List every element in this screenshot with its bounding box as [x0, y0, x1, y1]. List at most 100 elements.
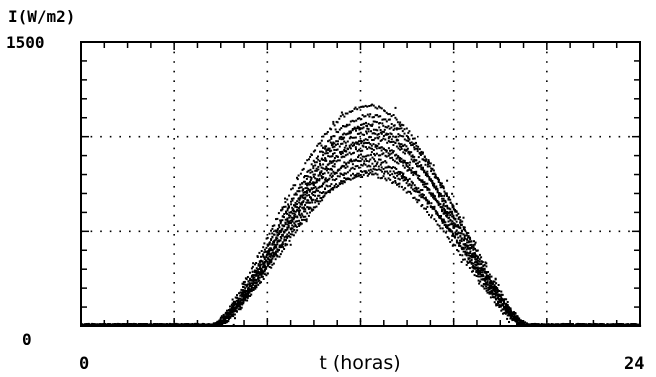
data-point [262, 262, 265, 265]
data-point [396, 183, 398, 186]
data-point [392, 158, 395, 161]
data-point [420, 151, 423, 154]
data-point [422, 151, 424, 154]
data-point [514, 320, 517, 323]
data-point [422, 183, 424, 186]
data-point [353, 168, 356, 170]
data-point [433, 206, 436, 209]
data-point [290, 188, 293, 191]
data-point [467, 247, 469, 250]
data-point [299, 183, 302, 186]
data-point [288, 239, 291, 242]
data-point [361, 123, 364, 126]
data-point [252, 262, 255, 265]
data-point [255, 279, 258, 282]
data-point [267, 264, 270, 267]
data-point [294, 231, 297, 234]
data-point [278, 224, 280, 227]
data-point [406, 162, 409, 164]
data-point [261, 269, 264, 272]
data-point [403, 166, 406, 169]
data-point [413, 148, 416, 151]
data-point [378, 168, 380, 171]
data-point [415, 144, 418, 147]
data-point [337, 159, 340, 162]
data-point [308, 190, 311, 193]
data-point [246, 283, 249, 286]
data-point [405, 163, 408, 166]
data-point [250, 293, 253, 296]
data-point [227, 318, 230, 321]
data-point [232, 313, 235, 316]
data-point [374, 132, 377, 135]
data-point [384, 154, 387, 157]
data-point [369, 165, 372, 168]
data-point [382, 161, 385, 164]
data-point [516, 319, 519, 322]
data-point [485, 262, 488, 265]
data-point [494, 277, 497, 280]
data-point [408, 177, 411, 180]
data-point [351, 128, 354, 130]
data-point [427, 163, 429, 166]
data-point [471, 270, 473, 273]
data-point [351, 163, 354, 166]
data-point [347, 161, 350, 164]
data-point [494, 294, 497, 297]
data-point [255, 274, 257, 277]
data-point [372, 116, 375, 119]
data-point [415, 170, 418, 173]
data-point [298, 198, 301, 201]
data-point [430, 192, 433, 195]
data-point [369, 143, 372, 146]
data-point [329, 160, 331, 163]
data-point [103, 323, 106, 325]
data-point [269, 255, 272, 258]
data-point [439, 184, 442, 186]
data-point [257, 283, 260, 286]
data-point [234, 300, 237, 303]
data-point [298, 219, 301, 222]
data-point [395, 135, 398, 138]
data-point [405, 139, 408, 142]
data-point [346, 171, 349, 174]
data-point [459, 245, 462, 247]
data-point [418, 148, 421, 151]
data-point [367, 128, 370, 131]
data-point [320, 166, 323, 169]
data-point [432, 164, 435, 167]
data-point [497, 284, 500, 286]
data-point [432, 172, 435, 175]
data-point [378, 122, 381, 124]
data-point [437, 179, 440, 182]
data-point [402, 164, 405, 167]
data-point [227, 316, 230, 318]
data-point [376, 145, 379, 147]
data-point [314, 169, 317, 172]
data-point [413, 146, 416, 149]
data-point [387, 166, 390, 169]
data-point [235, 305, 238, 308]
data-point [470, 247, 473, 249]
data-point [309, 171, 312, 174]
data-point [497, 301, 500, 304]
data-point [428, 177, 431, 180]
data-point [369, 136, 372, 139]
data-point [279, 220, 282, 223]
data-point [486, 280, 489, 283]
data-point [341, 113, 344, 116]
data-point [288, 220, 291, 223]
data-point [426, 182, 429, 185]
data-point [226, 312, 229, 315]
data-point [341, 182, 344, 185]
data-point [370, 130, 372, 133]
data-point [242, 300, 245, 303]
data-point [186, 323, 189, 326]
data-point [454, 236, 456, 239]
data-point [251, 286, 253, 289]
data-point [312, 165, 315, 168]
data-point [375, 147, 378, 150]
data-point [412, 142, 415, 145]
data-point [483, 271, 486, 274]
data-point [312, 194, 315, 196]
